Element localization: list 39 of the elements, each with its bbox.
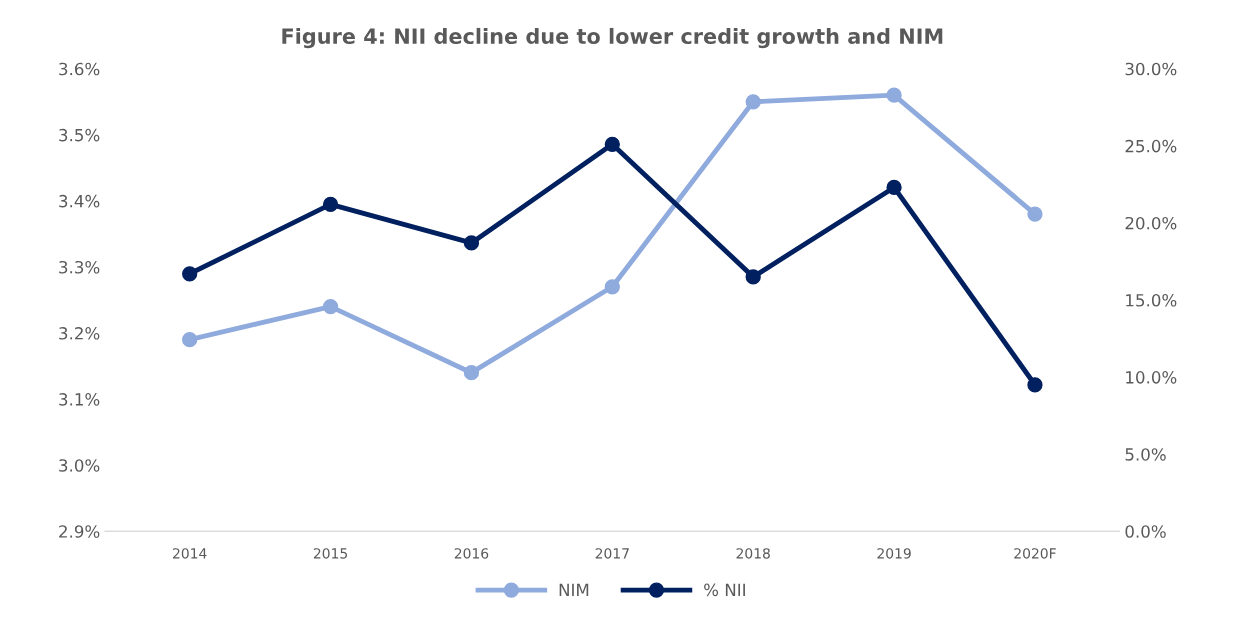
chart-title: Figure 4: NII decline due to lower credit growth and NIM [282, 27, 943, 49]
point [1027, 206, 1043, 222]
x-tick-label: 2019 [877, 548, 911, 559]
point [182, 332, 198, 348]
y-tick-label: 3.5% [59, 128, 100, 142]
y-tick-label: 3.3% [59, 260, 100, 274]
y2-tick-label: 0.0% [1125, 525, 1166, 538]
point [1027, 377, 1043, 393]
y2-tick-label: 25.0% [1125, 139, 1177, 153]
y-tick-label: 3.2% [59, 327, 100, 340]
point [463, 235, 480, 251]
point [604, 279, 620, 295]
x-tick-label: 2014 [173, 548, 207, 559]
point [182, 266, 198, 282]
y2-tick-label: 5.0% [1125, 448, 1166, 461]
point [886, 87, 902, 103]
legend-label: NIM [559, 583, 589, 596]
x-tick-label: 2020F [1014, 548, 1056, 559]
point [745, 269, 761, 285]
y-tick-label: 3.4% [59, 194, 100, 208]
point [463, 365, 480, 381]
y2-tick-label: 20.0% [1125, 216, 1177, 230]
point [745, 94, 761, 110]
y-tick-label: 3.6% [59, 62, 100, 76]
y2-tick-label: 15.0% [1126, 293, 1177, 307]
y-tick-label: 3.0% [59, 459, 100, 472]
y-tick-label: 2.9% [59, 525, 100, 538]
x-tick-label: 2016 [454, 548, 489, 559]
point [322, 196, 339, 213]
x-tick-label: 2018 [736, 548, 770, 559]
y2-tick-label: 10.0% [1126, 371, 1177, 384]
y2-tick-label: 30.0% [1125, 62, 1177, 76]
point [322, 298, 339, 315]
x-tick-label: 2015 [313, 548, 348, 559]
y-tick-label: 3.1% [59, 393, 100, 406]
x-tick-label: 2017 [595, 548, 629, 559]
point [886, 179, 902, 196]
legend-label: % NII [704, 583, 745, 597]
point [604, 136, 620, 152]
